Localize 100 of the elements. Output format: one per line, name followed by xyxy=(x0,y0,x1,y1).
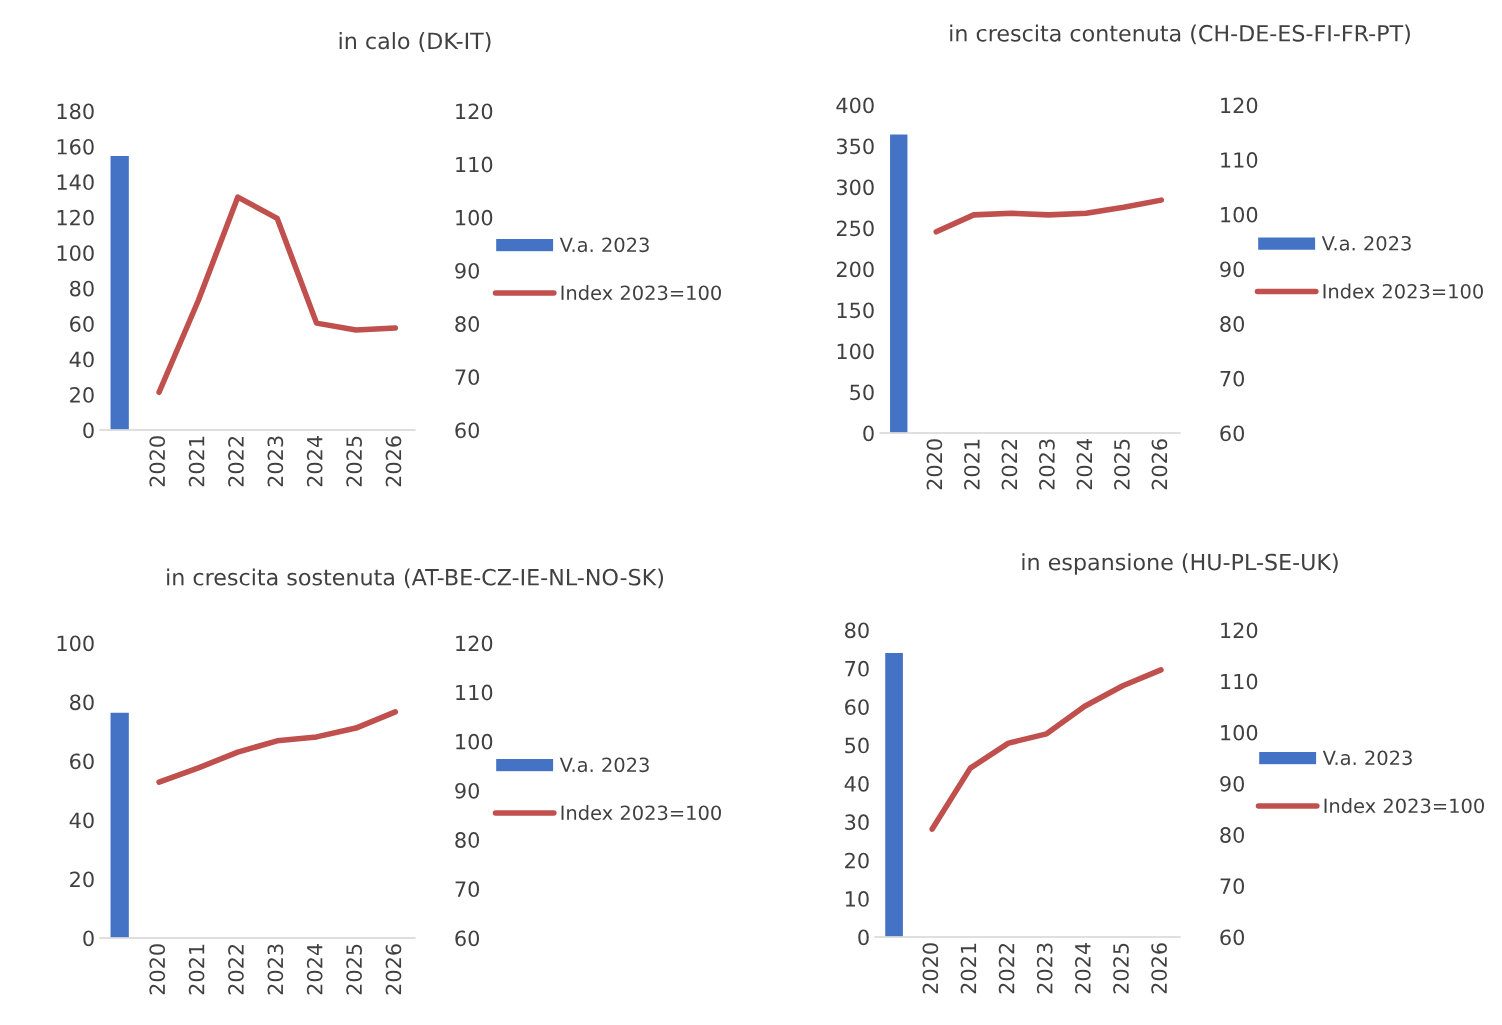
y2-tick-label: 110 xyxy=(1221,152,1258,168)
x-tick-label: 2021 xyxy=(964,439,980,490)
y-tick-label: 0 xyxy=(858,929,869,946)
y-tick-label: 140 xyxy=(57,174,94,191)
x-tick-label: 2024 xyxy=(306,944,323,995)
x-tick-label: 2025 xyxy=(1113,943,1129,994)
y-tick-label: 100 xyxy=(837,343,874,360)
y2-tick-label: 120 xyxy=(456,635,493,652)
x-tick-label: 2023 xyxy=(267,944,284,995)
y-tick-label: 80 xyxy=(845,622,869,639)
legend-label: V.a. 2023 xyxy=(559,757,649,773)
y-tick-label: 300 xyxy=(836,179,874,196)
y-tick-label: 50 xyxy=(845,737,869,754)
y-tick-label: 50 xyxy=(850,384,874,401)
y-tick-label: 180 xyxy=(57,103,94,120)
y-tick-label: 80 xyxy=(70,694,94,711)
y2-tick-label: 90 xyxy=(455,262,480,279)
x-tick-label: 2022 xyxy=(998,943,1015,994)
y-tick-label: 400 xyxy=(836,97,874,114)
y-tick-label: 20 xyxy=(70,387,94,403)
y2-tick-label: 100 xyxy=(456,733,493,750)
legend-label: Index 2023=100 xyxy=(561,285,721,301)
y2-tick-label: 120 xyxy=(1221,622,1258,639)
x-tick-label: 2026 xyxy=(385,436,402,487)
y2-tick-label: 90 xyxy=(1220,775,1245,792)
x-tick-label: 2025 xyxy=(1114,439,1130,490)
x-tick-label: 2024 xyxy=(306,436,323,487)
y2-tick-label: 70 xyxy=(1220,370,1245,387)
y-tick-label: 150 xyxy=(837,302,874,319)
x-tick-label: 2021 xyxy=(188,944,205,995)
y-tick-label: 120 xyxy=(57,209,94,226)
y2-tick-label: 80 xyxy=(455,832,480,848)
y2-tick-label: 70 xyxy=(455,881,480,898)
y-tick-label: 200 xyxy=(836,261,874,278)
y-tick-label: 60 xyxy=(70,316,94,332)
x-tick-label: 2022 xyxy=(228,944,244,995)
y-tick-label: 10 xyxy=(845,891,869,907)
y2-tick-label: 90 xyxy=(1220,261,1245,278)
y2-tick-label: 90 xyxy=(455,782,480,799)
chart-title: in crescita sostenuta (AT-BE-CZ-IE-NL-NO-SK) xyxy=(167,568,664,589)
y-tick-label: 0 xyxy=(83,930,94,947)
y2-tick-label: 110 xyxy=(456,684,493,701)
x-tick-label: 2020 xyxy=(149,944,166,995)
y-tick-label: 250 xyxy=(836,220,874,237)
y-tick-label: 30 xyxy=(845,814,869,831)
chart-title: in espansione (HU-PL-SE-UK) xyxy=(1022,553,1338,575)
y2-tick-label: 110 xyxy=(1221,673,1258,690)
y-tick-label: 100 xyxy=(57,245,94,261)
x-tick-label: 2024 xyxy=(1074,943,1091,994)
y2-tick-label: 60 xyxy=(1220,929,1245,946)
y2-tick-label: 80 xyxy=(455,316,480,332)
x-tick-label: 2023 xyxy=(267,436,284,487)
y-tick-label: 40 xyxy=(69,351,94,368)
x-tick-label: 2022 xyxy=(228,436,244,487)
y2-tick-label: 60 xyxy=(1220,425,1245,442)
chart-title: in calo (DK-IT) xyxy=(339,32,491,52)
y2-tick-label: 100 xyxy=(1221,724,1258,741)
y-tick-label: 80 xyxy=(70,280,94,297)
y2-tick-label: 120 xyxy=(456,103,493,120)
y2-tick-label: 80 xyxy=(1220,827,1245,843)
y2-tick-label: 70 xyxy=(455,369,480,386)
x-tick-label: 2021 xyxy=(960,943,977,994)
legend-label: Index 2023=100 xyxy=(1323,283,1483,299)
x-tick-label: 2023 xyxy=(1036,943,1053,994)
legend-label: V.a. 2023 xyxy=(1321,235,1411,251)
x-tick-label: 2022 xyxy=(1001,439,1018,490)
y-tick-label: 350 xyxy=(836,138,874,155)
y2-tick-label: 60 xyxy=(455,422,480,439)
x-tick-label: 2020 xyxy=(926,439,943,490)
legend-label: V.a. 2023 xyxy=(1322,750,1412,766)
y2-tick-label: 120 xyxy=(1221,97,1258,114)
y-tick-label: 0 xyxy=(83,422,94,439)
y2-tick-label: 70 xyxy=(1220,878,1245,895)
legend-label: Index 2023=100 xyxy=(561,805,721,821)
x-tick-label: 2026 xyxy=(385,944,402,995)
y-tick-label: 60 xyxy=(845,699,869,715)
x-tick-label: 2020 xyxy=(922,943,939,994)
x-tick-label: 2020 xyxy=(149,436,166,487)
x-tick-label: 2021 xyxy=(188,436,205,487)
x-tick-label: 2025 xyxy=(346,436,362,487)
y-tick-label: 160 xyxy=(57,138,94,155)
y-tick-label: 70 xyxy=(845,660,869,677)
y2-tick-label: 80 xyxy=(1220,316,1245,332)
y2-tick-label: 100 xyxy=(1221,206,1258,223)
x-tick-label: 2026 xyxy=(1151,439,1168,490)
legend-label: V.a. 2023 xyxy=(559,237,649,253)
y2-tick-label: 100 xyxy=(456,209,493,226)
y-tick-label: 20 xyxy=(70,871,94,888)
chart-title: in crescita contenuta (CH-DE-ES-FI-FR-PT) xyxy=(950,24,1410,45)
y2-tick-label: 60 xyxy=(455,930,480,947)
y-tick-label: 20 xyxy=(845,852,869,869)
x-tick-label: 2024 xyxy=(1076,439,1093,490)
legend-label: Index 2023=100 xyxy=(1324,798,1484,814)
y-tick-label: 0 xyxy=(863,425,874,442)
y-tick-label: 60 xyxy=(70,753,94,770)
x-tick-label: 2023 xyxy=(1039,439,1055,490)
y2-tick-label: 110 xyxy=(456,156,493,173)
x-tick-label: 2026 xyxy=(1151,943,1167,994)
y-tick-label: 40 xyxy=(844,775,869,792)
y-tick-label: 40 xyxy=(69,812,94,829)
